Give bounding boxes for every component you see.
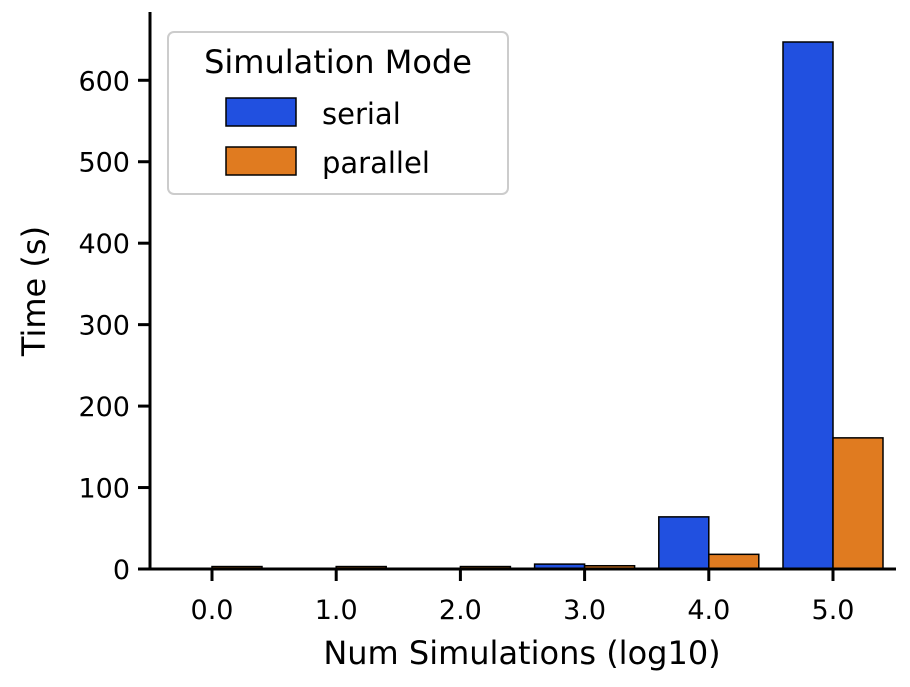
bar-parallel-5.0: [832, 437, 884, 570]
x-tick-label: 5.0: [812, 595, 855, 626]
y-tick-label: 600: [78, 66, 130, 97]
y-tick-label: 300: [78, 311, 130, 342]
x-axis-label: Num Simulations (log10): [323, 634, 720, 672]
y-tick-label: 200: [78, 392, 130, 423]
legend-label-serial: serial: [322, 97, 401, 131]
x-tick-label: 2.0: [439, 595, 482, 626]
x-axis: 0.0 1.0 2.0 3.0 4.0 5.0: [148, 567, 896, 626]
x-tick-label: 4.0: [687, 595, 730, 626]
legend-label-parallel: parallel: [322, 146, 430, 180]
x-tick-label: 3.0: [563, 595, 606, 626]
y-tick-label: 500: [78, 148, 130, 179]
bar-serial-5.0: [782, 41, 834, 570]
y-tick-label: 0: [113, 555, 130, 586]
x-tick-label: 0.0: [191, 595, 234, 626]
y-axis: 0 100 200 300 400 500 600: [78, 12, 152, 586]
legend-swatch-serial: [225, 97, 297, 127]
legend-swatch-parallel: [225, 146, 297, 176]
y-tick-label: 100: [78, 474, 130, 505]
x-tick-label: 1.0: [315, 595, 358, 626]
bar-parallel-4.0: [708, 553, 760, 570]
bar-serial-4.0: [658, 516, 710, 570]
y-axis-label: Time (s): [15, 226, 53, 357]
legend-title: Simulation Mode: [204, 43, 472, 81]
legend: Simulation Mode serial parallel: [167, 31, 509, 195]
y-tick-label: 400: [78, 229, 130, 260]
